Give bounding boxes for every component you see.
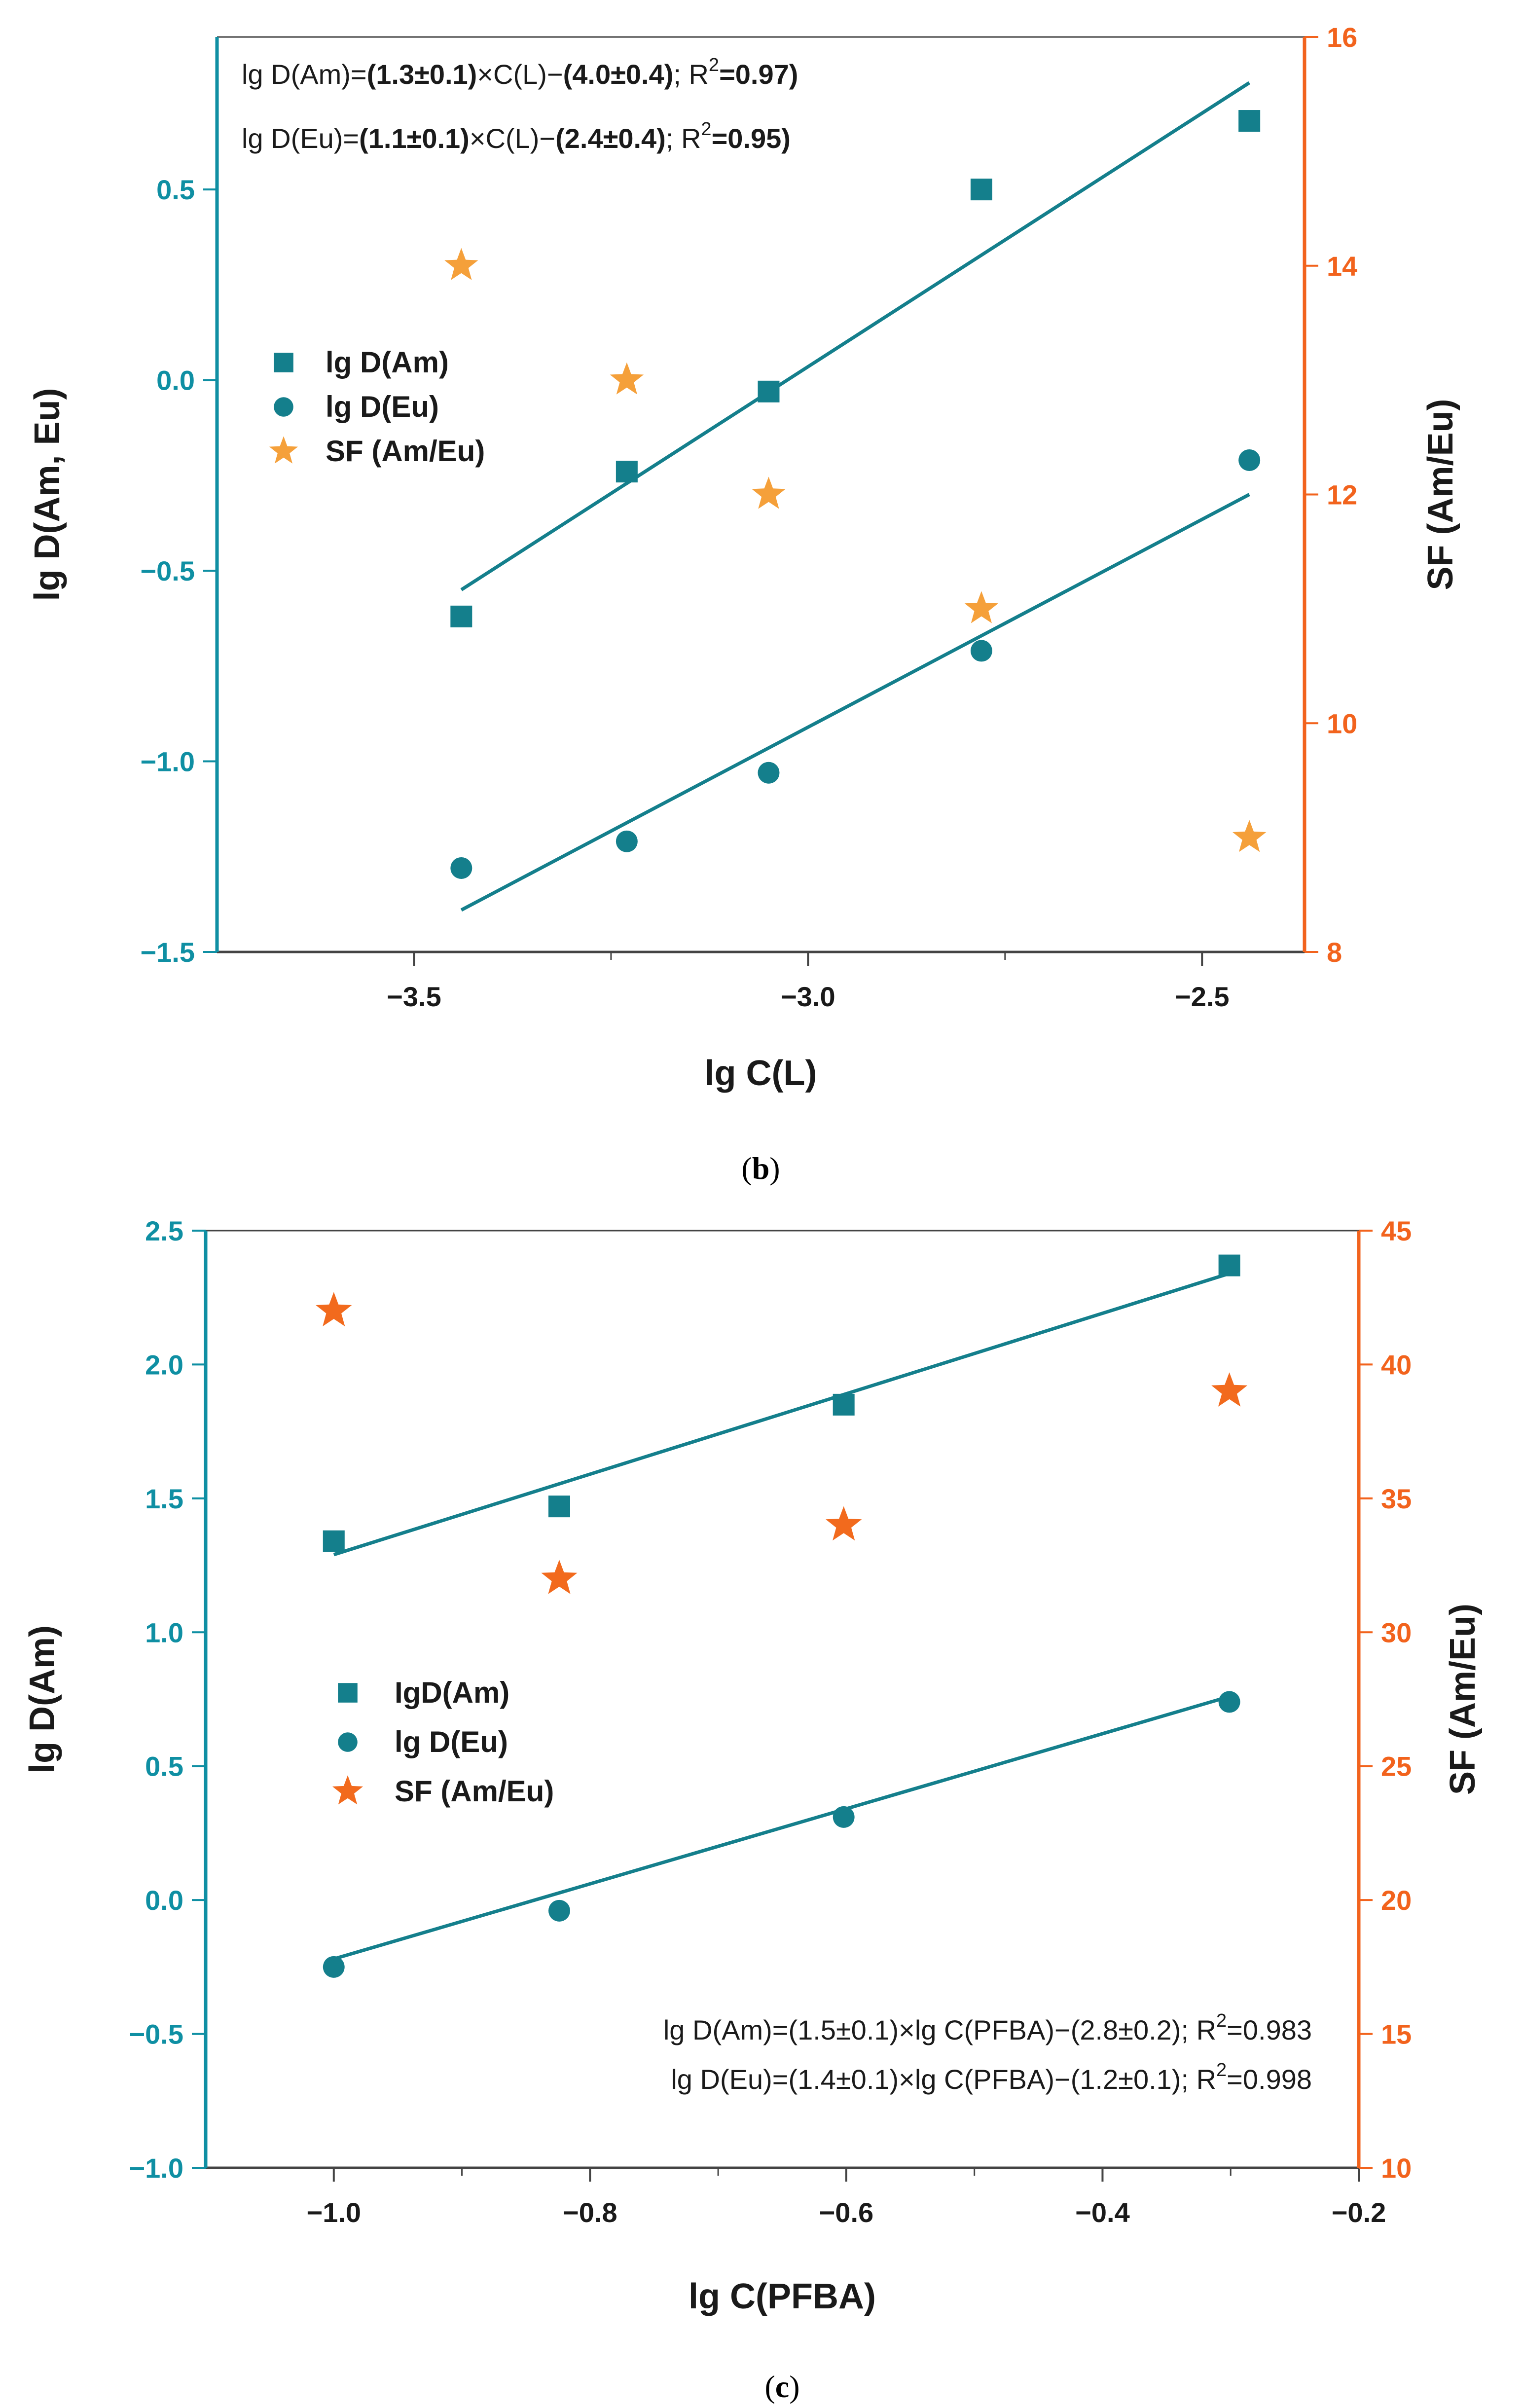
sf-point: [1211, 1372, 1248, 1407]
sf-point: [444, 248, 478, 280]
am-point: [833, 1393, 855, 1416]
fit-equation: lg D(Eu)=(1.4±0.1)×lg C(PFBA)−(1.2±0.1);…: [671, 2060, 1312, 2095]
y2-tick-label: 40: [1381, 1349, 1412, 1380]
legend-marker: [269, 436, 298, 464]
legend-marker: [338, 1683, 358, 1703]
legend-label: IgD(Am): [395, 1676, 509, 1709]
y2-axis-title: SF (Am/Eu): [1421, 399, 1460, 590]
x-tick-label: −2.5: [1175, 981, 1230, 1012]
y-tick-label: −0.5: [140, 555, 195, 586]
eu-point: [1218, 1691, 1240, 1713]
eu-point: [548, 1899, 570, 1922]
legend-label: lg D(Eu): [326, 390, 439, 423]
y2-tick-label: 30: [1381, 1617, 1412, 1648]
x-tick-label: −0.2: [1332, 2197, 1386, 2228]
legend-marker: [338, 1732, 358, 1752]
y-axis-title: lg D(Am, Eu): [28, 388, 67, 601]
y2-tick-label: 20: [1381, 1885, 1412, 1916]
am-point: [450, 605, 472, 627]
x-tick-label: −1.0: [306, 2197, 361, 2228]
legend-marker: [274, 397, 293, 417]
y2-tick-label: 12: [1327, 479, 1357, 511]
legend-label: lg D(Am): [326, 346, 449, 379]
am-point: [1238, 110, 1261, 132]
panel-label: (b): [741, 1151, 780, 1186]
sf-point: [541, 1560, 578, 1594]
sf-point: [610, 362, 644, 395]
fit-equation: lg D(Am)=(1.3±0.1)×C(L)−(4.0±0.4); R2=0.…: [242, 55, 798, 90]
am-point: [323, 1530, 345, 1552]
sf-point: [964, 591, 999, 623]
eu-point: [450, 857, 472, 879]
y-tick-label: 1.0: [145, 1617, 183, 1648]
eu-point: [833, 1806, 855, 1828]
y2-tick-label: 25: [1381, 1751, 1412, 1782]
x-tick-label: −0.8: [563, 2197, 617, 2228]
eu-point: [1238, 449, 1261, 471]
y2-tick-label: 10: [1327, 708, 1357, 739]
y2-axis-title: SF (Am/Eu): [1443, 1604, 1483, 1795]
fit-line-eu: [333, 1695, 1230, 1961]
y-tick-label: 1.5: [145, 1483, 183, 1514]
y-tick-label: −1.0: [129, 2153, 183, 2184]
y-tick-label: −1.0: [140, 746, 195, 777]
y-tick-label: 2.5: [145, 1215, 183, 1246]
y2-tick-label: 10: [1381, 2153, 1412, 2184]
y-tick-label: 2.0: [145, 1349, 183, 1380]
am-point: [616, 461, 638, 483]
sf-point: [1233, 820, 1267, 852]
legend-label: SF (Am/Eu): [326, 435, 485, 468]
y-tick-label: −0.5: [129, 2019, 183, 2050]
y2-tick-label: 15: [1381, 2019, 1412, 2050]
fit-line-am: [333, 1272, 1230, 1557]
sf-point: [316, 1292, 352, 1326]
legend-marker: [274, 353, 293, 372]
eu-point: [616, 830, 638, 852]
y2-tick-label: 8: [1327, 937, 1342, 968]
sf-point: [752, 476, 786, 509]
y-tick-label: 0.5: [156, 174, 195, 205]
am-point: [548, 1496, 570, 1518]
legend-label: lg D(Eu): [395, 1725, 508, 1758]
fit-line-eu: [460, 493, 1250, 912]
y-tick-label: −1.5: [140, 937, 195, 968]
am-point: [970, 179, 992, 201]
x-tick-label: −3.5: [387, 981, 441, 1012]
y-tick-label: 0.5: [145, 1751, 183, 1782]
eu-point: [970, 640, 992, 662]
eu-point: [323, 1956, 345, 1978]
x-tick-label: −0.4: [1075, 2197, 1130, 2228]
fit-equation: lg D(Eu)=(1.1±0.1)×C(L)−(2.4±0.4); R2=0.…: [242, 119, 791, 154]
y2-tick-label: 14: [1327, 251, 1357, 282]
y2-tick-label: 16: [1327, 22, 1357, 53]
x-tick-label: −0.6: [819, 2197, 874, 2228]
x-axis-title: lg C(PFBA): [689, 2277, 876, 2316]
fit-line-am: [460, 81, 1251, 591]
eu-point: [758, 762, 780, 784]
legend-marker: [332, 1775, 363, 1805]
panel-b: −3.5 −3.0 −2.5 0.5 0.0 −0.5 −1.0 −1.5 16 14 12 10 8 l…: [28, 22, 1460, 1186]
x-tick-label: −3.0: [781, 981, 835, 1012]
y2-tick-label: 35: [1381, 1483, 1412, 1514]
x-axis-title: lg C(L): [705, 1054, 817, 1093]
am-point: [758, 380, 780, 402]
am-point: [1218, 1254, 1240, 1277]
y-tick-label: 0.0: [156, 365, 195, 396]
legend-label: SF (Am/Eu): [395, 1775, 554, 1808]
fit-equation: lg D(Am)=(1.5±0.1)×lg C(PFBA)−(2.8±0.2);…: [663, 2010, 1312, 2045]
y2-tick-label: 45: [1381, 1215, 1412, 1246]
panel-label: (c): [764, 2369, 799, 2404]
sf-point: [826, 1506, 862, 1541]
y-tick-label: 0.0: [145, 1885, 183, 1916]
panel-c: −1.0 −0.8 −0.6 −0.4 −0.2 2.5 2.0 1.5 1.0 0.5 0.0 −0…: [23, 1215, 1483, 2404]
y-axis-title: lg D(Am): [23, 1625, 62, 1773]
